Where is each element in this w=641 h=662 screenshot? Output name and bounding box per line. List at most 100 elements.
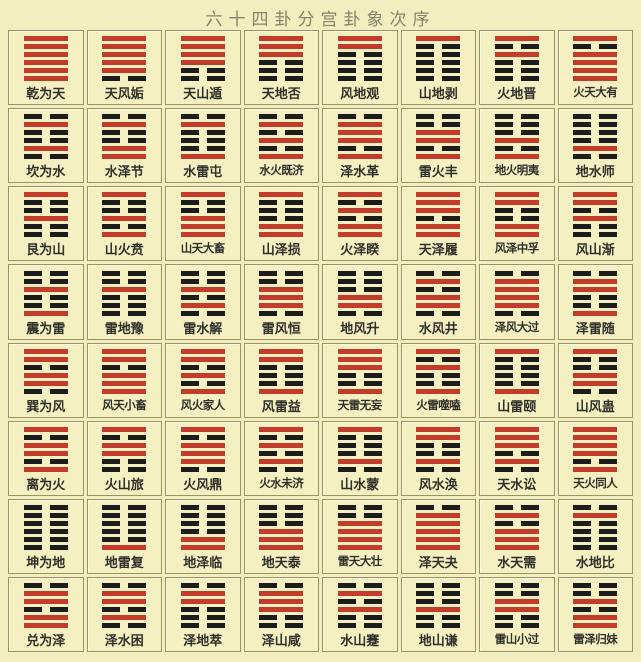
- hexagram-figure: [337, 504, 382, 550]
- yang-line: [180, 348, 225, 354]
- hexagram-name: 山天大畜: [180, 243, 226, 256]
- hexagram-figure: [573, 36, 618, 82]
- yin-line: [494, 208, 539, 214]
- yang-line: [23, 348, 68, 354]
- yin-line: [180, 76, 225, 82]
- hexagram-name: 火地晋: [497, 86, 537, 102]
- yang-line: [180, 599, 225, 604]
- hexagram-figure: [102, 504, 147, 550]
- hexagram-name: 泽天夬: [418, 554, 458, 570]
- yin-line: [573, 607, 618, 612]
- yin-line: [494, 372, 539, 378]
- hexagram-cell: 风山渐: [557, 186, 633, 262]
- hexagram-name: 山地剥: [418, 86, 458, 102]
- hexagram-cell: 水天需: [479, 498, 555, 574]
- hexagram-figure: [337, 192, 382, 238]
- yang-line: [416, 294, 461, 300]
- yin-line: [102, 458, 147, 464]
- yin-line: [494, 68, 539, 74]
- yang-line: [494, 52, 539, 58]
- yang-line: [259, 154, 304, 160]
- hexagram-cell: 震为雷: [8, 264, 84, 340]
- yang-line: [337, 130, 382, 136]
- hexagram-figure: [23, 504, 68, 550]
- hexagram-cell: 风火家人: [165, 342, 241, 418]
- hexagram-cell: 天泽履: [400, 186, 476, 262]
- yin-line: [416, 44, 461, 50]
- hexagram-name: 兑为泽: [26, 633, 66, 648]
- yin-line: [494, 591, 539, 596]
- hexagram-name: 火山旅: [104, 476, 144, 492]
- yang-line: [337, 364, 382, 370]
- yang-line: [494, 512, 539, 518]
- yin-line: [102, 130, 147, 136]
- yang-line: [573, 348, 618, 354]
- page-title: 六十四卦分宫卦象次序: [205, 10, 436, 29]
- hexagram-cell: 风泽中孚: [479, 186, 555, 262]
- yin-line: [573, 458, 618, 464]
- yang-line: [259, 122, 304, 128]
- hexagram-figure: [180, 504, 225, 550]
- yin-line: [102, 512, 147, 518]
- yin-line: [102, 114, 147, 120]
- yin-line: [259, 200, 304, 206]
- yin-line: [337, 52, 382, 58]
- yin-line: [180, 146, 225, 152]
- hexagram-figure: [180, 583, 225, 628]
- yang-line: [23, 426, 68, 432]
- hexagram-cell: 离为火: [8, 420, 84, 496]
- yin-line: [573, 208, 618, 214]
- yin-line: [259, 278, 304, 284]
- yang-line: [259, 356, 304, 362]
- yang-line: [416, 520, 461, 526]
- yang-line: [337, 232, 382, 238]
- yin-line: [23, 528, 68, 534]
- yin-line: [337, 76, 382, 82]
- yang-line: [337, 36, 382, 42]
- yin-line: [337, 372, 382, 378]
- hexagram-figure: [494, 114, 539, 160]
- yang-line: [494, 200, 539, 206]
- yang-line: [337, 388, 382, 394]
- hexagram-cell: 艮为山: [8, 186, 84, 262]
- yang-line: [416, 232, 461, 238]
- yang-line: [573, 60, 618, 66]
- yin-line: [416, 504, 461, 510]
- hexagram-figure: [259, 583, 304, 628]
- yin-line: [337, 599, 382, 604]
- yang-line: [23, 450, 68, 456]
- hexagram-cell: 天地否: [243, 30, 319, 106]
- hexagram-name: 地风升: [340, 320, 380, 336]
- hexagram-name: 雷天大壮: [337, 555, 383, 568]
- yang-line: [259, 536, 304, 542]
- hexagram-name: 泽雷随: [575, 320, 615, 336]
- yin-line: [416, 380, 461, 386]
- hexagram-figure: [180, 192, 225, 238]
- yin-line: [23, 512, 68, 518]
- yin-line: [416, 310, 461, 316]
- yin-line: [337, 114, 382, 120]
- yang-line: [494, 286, 539, 292]
- hexagram-name: 水泽节: [104, 164, 144, 180]
- yang-line: [337, 302, 382, 308]
- yang-line: [102, 426, 147, 432]
- yin-line: [573, 520, 618, 526]
- yin-line: [102, 200, 147, 206]
- hexagram-name: 风水涣: [418, 476, 458, 492]
- yin-line: [494, 520, 539, 526]
- yang-line: [180, 232, 225, 238]
- hexagram-name: 离为火: [26, 476, 66, 492]
- hexagram-figure: [573, 504, 618, 550]
- yin-line: [259, 434, 304, 440]
- hexagram-cell: 火山旅: [86, 420, 162, 496]
- hexagram-figure: [337, 583, 382, 628]
- yang-line: [23, 466, 68, 472]
- yang-line: [102, 44, 147, 50]
- yang-line: [494, 232, 539, 238]
- yang-line: [102, 122, 147, 128]
- hexagram-name: 风泽中孚: [494, 243, 540, 256]
- yang-line: [259, 286, 304, 292]
- yin-line: [573, 294, 618, 300]
- yin-line: [102, 520, 147, 526]
- yin-line: [102, 76, 147, 82]
